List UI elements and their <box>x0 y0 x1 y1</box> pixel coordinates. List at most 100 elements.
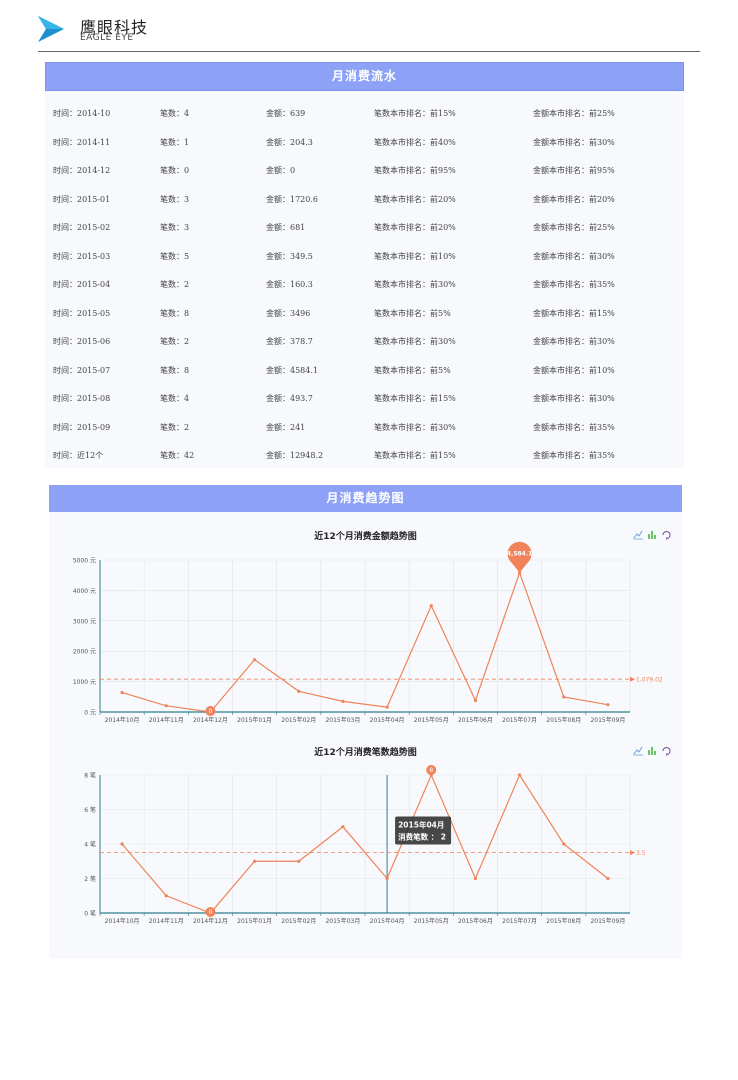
flow-amount: 金额：12948.2 <box>266 451 324 460</box>
flow-row: 时间：2015-05 笔数：8 金额：3496 笔数本市排名：前5% 金额本市排名：前1… <box>45 308 684 328</box>
count-trend-chart: 0 笔 2 笔 4 笔 6 笔 8 笔 2014年10月 2014年11月 2014年12月 2… <box>84 765 646 925</box>
flow-row: 时间：2015-04 笔数：2 金额：160.3 笔数本市排名：前30% 金额本市排名：… <box>45 279 684 299</box>
data-point <box>429 604 433 608</box>
flow-row: 时间：2015-02 笔数：3 金额：681 笔数本市排名：前20% 金额本市排名：前2… <box>45 222 684 242</box>
data-point <box>164 704 168 708</box>
y-tick-label: 8 笔 <box>84 772 96 780</box>
monthly-flow-panel: 月消费流水 时间：2014-10 笔数：4 金额：639 笔数本市排名：前15% 金额本… <box>45 62 684 468</box>
flow-count-rank: 笔数本市排名：前40% <box>374 137 456 147</box>
flow-count-rank: 笔数本市排名：前15% <box>374 109 456 118</box>
amount-chart-toolbox <box>633 530 679 543</box>
average-line-arrow <box>630 676 635 682</box>
count-chart-title: 近12个月消费笔数趋势图 <box>314 748 417 758</box>
min-marker <box>205 706 216 716</box>
y-tick-label: 5000 元 <box>73 558 96 565</box>
y-tick-label: 4000 元 <box>73 588 96 595</box>
flow-amount-rank: 金额本市排名：前25% <box>533 223 615 232</box>
data-point <box>473 876 478 881</box>
flow-amount: 金额：0 <box>266 166 296 175</box>
flow-amount: 金额：1720.6 <box>266 194 318 204</box>
y-tick-label: 0 元 <box>84 710 96 717</box>
flow-amount-rank: 金额本市排名：前95% <box>533 166 615 175</box>
flow-amount-rank: 金额本市排名：前25% <box>533 109 615 118</box>
y-tick-label: 1000 元 <box>73 679 96 686</box>
bar-chart-icon[interactable] <box>648 747 656 755</box>
y-tick-label: 2000 元 <box>73 649 96 656</box>
x-tick-label: 2015年09月 <box>590 917 625 925</box>
x-tick-label: 2015年08月 <box>546 917 581 925</box>
flow-amount-rank: 金额本市排名：前10% <box>533 365 615 375</box>
x-tick-label: 2015年06月 <box>458 917 493 925</box>
flow-time: 时间：2015-07 <box>53 365 111 375</box>
flow-time: 时间：2015-03 <box>53 251 111 261</box>
y-tick-label: 2 笔 <box>84 875 96 883</box>
monthly-trend-panel: 月消费趋势图 近12个月消费金额趋势图 0 元 1000 元 2000 元 3000 … <box>49 485 682 959</box>
flow-row: 时间：2014-11 笔数：1 金额：204.3 笔数本市排名：前40% 金额本市排名：… <box>45 137 684 157</box>
flow-count-rank: 笔数本市排名：前30% <box>374 422 456 432</box>
flow-count: 笔数：3 <box>160 223 190 232</box>
brand-logo: 鹰眼科技 EAGLE EYE <box>38 12 178 46</box>
data-point <box>297 689 301 693</box>
flow-amount-rank: 金额本市排名：前30% <box>533 137 615 147</box>
header-divider <box>38 51 700 52</box>
bar-chart-icon[interactable] <box>648 531 656 539</box>
series-line <box>121 570 609 713</box>
data-point <box>562 695 566 699</box>
flow-row: 时间：2015-09 笔数：2 金额：241 笔数本市排名：前30% 金额本市排名：前3… <box>45 422 684 442</box>
x-tick-label: 2015年02月 <box>281 917 316 925</box>
flow-row: 时间：近12个 笔数：42 金额：12948.2 笔数本市排名：前15% 金额本市排名：… <box>45 450 684 470</box>
line-chart-icon[interactable] <box>633 530 643 540</box>
amount-chart-title: 近12个月消费金额趋势图 <box>314 532 417 542</box>
flow-row: 时间：2014-12 笔数：0 金额：0 笔数本市排名：前95% 金额本市排名：前95% <box>45 165 684 185</box>
data-point <box>252 658 257 662</box>
flow-count: 笔数：3 <box>160 194 190 204</box>
max-marker <box>507 541 532 573</box>
flow-time: 时间：2014-11 <box>53 137 111 147</box>
x-tick-label: 2015年04月 <box>370 716 405 724</box>
flow-count: 笔数：5 <box>160 251 190 261</box>
flow-row: 时间：2015-08 笔数：4 金额：493.7 笔数本市排名：前15% 金额本市排名：… <box>45 393 684 413</box>
line-chart-icon[interactable] <box>633 746 643 756</box>
data-point <box>517 773 522 777</box>
flow-count-rank: 笔数本市排名：前15% <box>374 394 456 403</box>
data-point <box>120 842 124 846</box>
flow-count: 笔数：2 <box>160 422 190 432</box>
data-point <box>252 859 257 863</box>
eagle-eye-logo-icon <box>38 16 64 42</box>
x-tick-label: 2015年03月 <box>325 917 360 925</box>
flow-count-rank: 笔数本市排名：前10% <box>374 251 456 261</box>
y-tick-label: 4 笔 <box>84 841 96 849</box>
data-point <box>120 690 124 695</box>
min-marker-label: 0 <box>209 909 213 916</box>
flow-amount-rank: 金额本市排名：前30% <box>533 251 615 261</box>
data-point <box>385 705 389 709</box>
x-tick-label: 2015年03月 <box>325 716 360 724</box>
x-tick-label: 2015年05月 <box>414 716 449 724</box>
monthly-trend-title: 月消费趋势图 <box>49 485 682 512</box>
x-tick-label: 2015年01月 <box>237 917 272 925</box>
min-marker <box>205 907 216 917</box>
flow-count-rank: 笔数本市排名：前95% <box>374 166 456 175</box>
data-point <box>297 859 301 863</box>
tooltip-value: 消费笔数 ： 2 <box>398 832 446 842</box>
x-tick-label: 2014年10月 <box>105 716 140 724</box>
flow-row: 时间：2014-10 笔数：4 金额：639 笔数本市排名：前15% 金额本市排名：前2… <box>45 108 684 128</box>
monthly-flow-title: 月消费流水 <box>45 62 684 91</box>
series-line <box>121 773 609 914</box>
refresh-icon[interactable] <box>662 531 671 540</box>
data-point <box>341 825 345 829</box>
flow-amount-rank: 金额本市排名：前30% <box>533 394 615 403</box>
data-point <box>164 894 168 898</box>
x-tick-label: 2014年12月 <box>193 716 228 724</box>
average-line-label: 3.5 <box>636 850 646 857</box>
flow-count-rank: 笔数本市排名：前20% <box>374 223 456 232</box>
flow-count-rank: 笔数本市排名：前5% <box>374 365 451 375</box>
flow-amount-rank: 金额本市排名：前35% <box>533 451 615 460</box>
average-line-label: 1,079.02 <box>636 677 663 684</box>
flow-count-rank: 笔数本市排名：前30% <box>374 337 456 346</box>
refresh-icon[interactable] <box>662 747 671 756</box>
max-marker-label: 4,584.1 <box>507 551 532 558</box>
flow-count-rank: 笔数本市排名：前30% <box>374 280 456 289</box>
flow-amount: 金额：241 <box>266 422 306 432</box>
flow-amount: 金额：3496 <box>266 308 311 318</box>
